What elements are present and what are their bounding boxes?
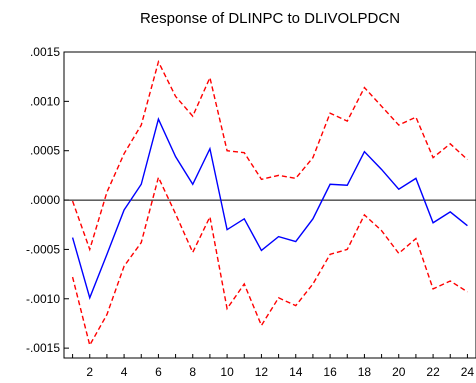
y-tick-label: .0015 — [30, 45, 60, 59]
x-tick-label: 2 — [86, 365, 93, 379]
x-tick-label: 12 — [255, 365, 269, 379]
y-tick-label: .0005 — [30, 144, 60, 158]
x-tick-label: 10 — [220, 365, 234, 379]
x-tick-label: 6 — [155, 365, 162, 379]
y-tick-label: -.0015 — [26, 341, 60, 355]
y-tick-label: .0010 — [30, 94, 60, 108]
x-tick-label: 24 — [461, 365, 475, 379]
series-line-response — [71, 117, 468, 300]
x-tick-label: 16 — [323, 365, 337, 379]
x-tick-label: 14 — [289, 365, 303, 379]
y-tick-label: .0000 — [30, 193, 60, 207]
x-tick-label: 8 — [189, 365, 196, 379]
y-tick-label: -.0005 — [26, 242, 60, 256]
chart-title: Response of DLINPC to DLIVOLPDCN — [139, 10, 401, 27]
y-tick-label: -.0010 — [26, 292, 60, 306]
series-line-lower-band — [71, 175, 468, 348]
x-tick-label: 22 — [426, 365, 440, 379]
series-line-upper-band — [71, 59, 468, 252]
x-tick-label: 20 — [392, 365, 406, 379]
plot-frame — [63, 51, 476, 359]
x-tick-label: 4 — [121, 365, 128, 379]
x-tick-label: 18 — [358, 365, 372, 379]
